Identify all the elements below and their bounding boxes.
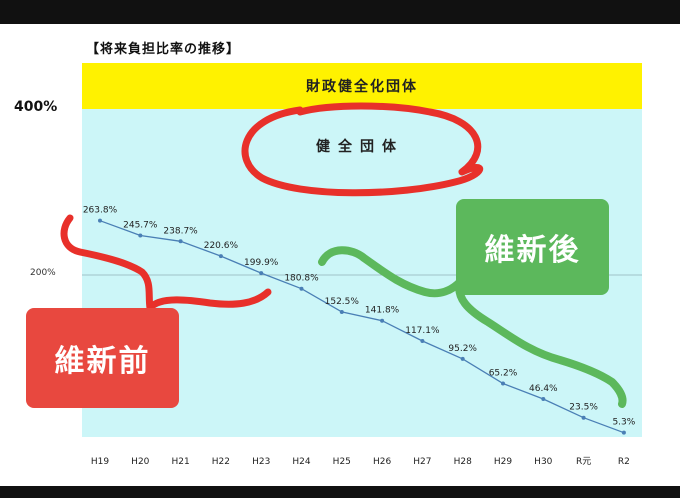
data-label: 245.7%	[123, 221, 158, 231]
red-circle-scribble	[241, 102, 484, 197]
x-tick-label: R2	[618, 457, 630, 467]
y-tick-400: 400%	[14, 99, 58, 115]
x-tick-label: H26	[373, 457, 391, 467]
data-label: 65.2%	[489, 369, 518, 379]
x-tick-label: H27	[413, 457, 431, 467]
data-point	[98, 218, 102, 223]
data-label: 46.4%	[529, 384, 558, 394]
before-annotation-box: 維新前	[26, 308, 179, 408]
x-tick-label: H22	[212, 457, 230, 467]
x-tick-label: H30	[534, 457, 552, 467]
data-point	[259, 271, 264, 276]
x-tick-labels: H19 H20 H21 H22 H23 H24 H25 H26 H27 H28 H29 H30 R元 R2	[91, 457, 630, 467]
data-label: 152.5%	[325, 297, 360, 307]
data-label: 23.5%	[569, 403, 598, 413]
x-tick-label: H24	[292, 457, 310, 467]
data-label: 220.6%	[204, 241, 239, 251]
data-point	[339, 309, 344, 314]
chart-title: 【将来負担比率の推移】	[86, 42, 241, 57]
series-line-group	[99, 220, 625, 434]
series-line	[99, 220, 625, 434]
data-point	[138, 233, 143, 238]
data-label: 238.7%	[163, 226, 198, 236]
y-tick-200: 200%	[30, 268, 56, 278]
data-point	[581, 415, 586, 420]
data-point	[420, 338, 425, 343]
band-label: 財政健全化団体	[306, 79, 418, 95]
healthy-group-label: 健全団体	[316, 139, 404, 155]
green-after-scribble	[318, 246, 627, 408]
data-label: 95.2%	[448, 344, 477, 354]
data-label: 199.9%	[244, 258, 279, 268]
data-point	[541, 396, 546, 401]
x-tick-label: R元	[576, 457, 591, 467]
x-tick-label: H28	[454, 457, 472, 467]
data-label: 117.1%	[405, 326, 440, 336]
x-tick-label: H29	[494, 457, 512, 467]
x-tick-label: H21	[171, 457, 189, 467]
before-annotation-text: 維新前	[54, 344, 151, 379]
x-tick-label: H23	[252, 457, 270, 467]
x-tick-label: H19	[91, 457, 109, 467]
data-label: 5.3%	[612, 418, 635, 428]
data-label: 263.8%	[83, 206, 118, 216]
top-frame-bar	[0, 0, 680, 24]
data-label: 141.8%	[365, 306, 400, 316]
x-tick-label: H25	[333, 457, 351, 467]
red-before-scribble	[60, 214, 272, 312]
x-tick-label: H20	[131, 457, 149, 467]
data-point	[621, 430, 626, 435]
data-label: 180.8%	[284, 274, 319, 284]
data-point	[501, 381, 505, 386]
series-markers	[98, 218, 626, 435]
data-point	[380, 318, 385, 323]
data-point	[299, 286, 304, 291]
data-point	[460, 356, 465, 361]
bottom-frame-bar	[0, 486, 680, 498]
data-point	[178, 239, 183, 244]
data-labels: 263.8% 245.7% 238.7% 220.6% 199.9% 180.8% 152.…	[83, 206, 636, 428]
fiscal-rebuild-band: 財政健全化団体	[82, 63, 642, 109]
after-annotation-text: 維新後	[484, 233, 581, 268]
after-annotation-box: 維新後	[456, 199, 609, 295]
data-point	[218, 254, 223, 259]
